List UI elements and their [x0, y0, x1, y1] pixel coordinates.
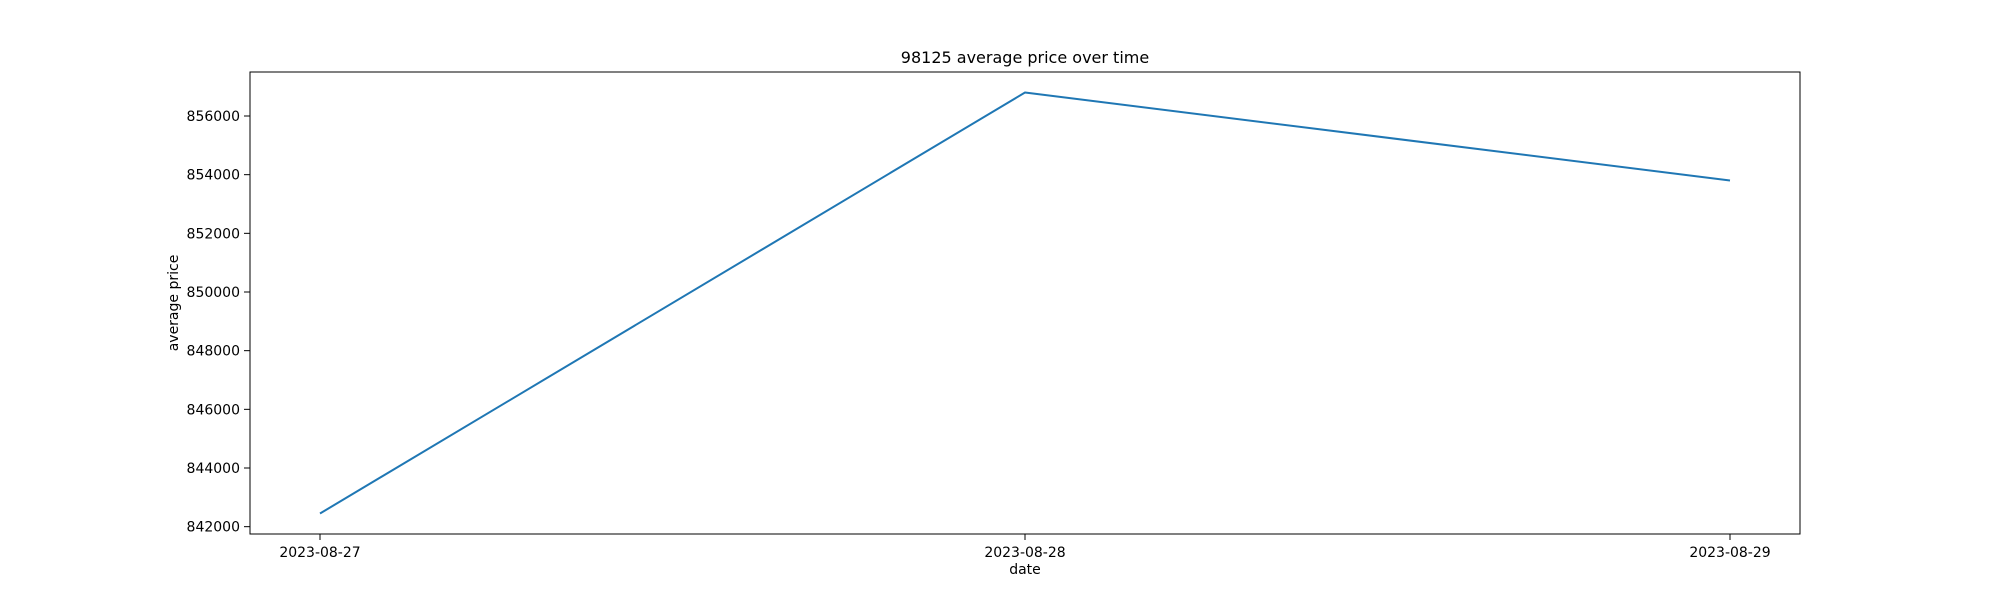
plot-area: 842000 844000 846000 848000 850000 852000 8540…: [187, 71, 1801, 561]
y-tick-label: 842000: [187, 520, 240, 536]
y-tick-label: 846000: [187, 402, 240, 418]
y-tick-label: 850000: [187, 285, 240, 301]
x-tick-label: 2023-08-29: [1689, 545, 1770, 561]
y-tick-label: 856000: [187, 109, 240, 125]
series-layer: [319, 91, 1731, 515]
y-tick-label: 854000: [187, 168, 240, 184]
y-axis: 842000 844000 846000 848000 850000 852000 8540…: [187, 109, 250, 536]
x-axis-label: date: [1009, 562, 1041, 578]
y-tick-label: 848000: [187, 344, 240, 360]
x-tick-label: 2023-08-27: [279, 545, 360, 561]
x-axis: 2023-08-27 2023-08-28 2023-08-29: [279, 534, 1771, 561]
y-tick-label: 852000: [187, 226, 240, 242]
x-tick-label: 2023-08-28: [984, 545, 1065, 561]
chart-title: 98125 average price over time: [901, 48, 1149, 67]
y-tick-label: 844000: [187, 461, 240, 477]
series-line: [319, 91, 1731, 515]
y-axis-label: average price: [166, 255, 182, 352]
